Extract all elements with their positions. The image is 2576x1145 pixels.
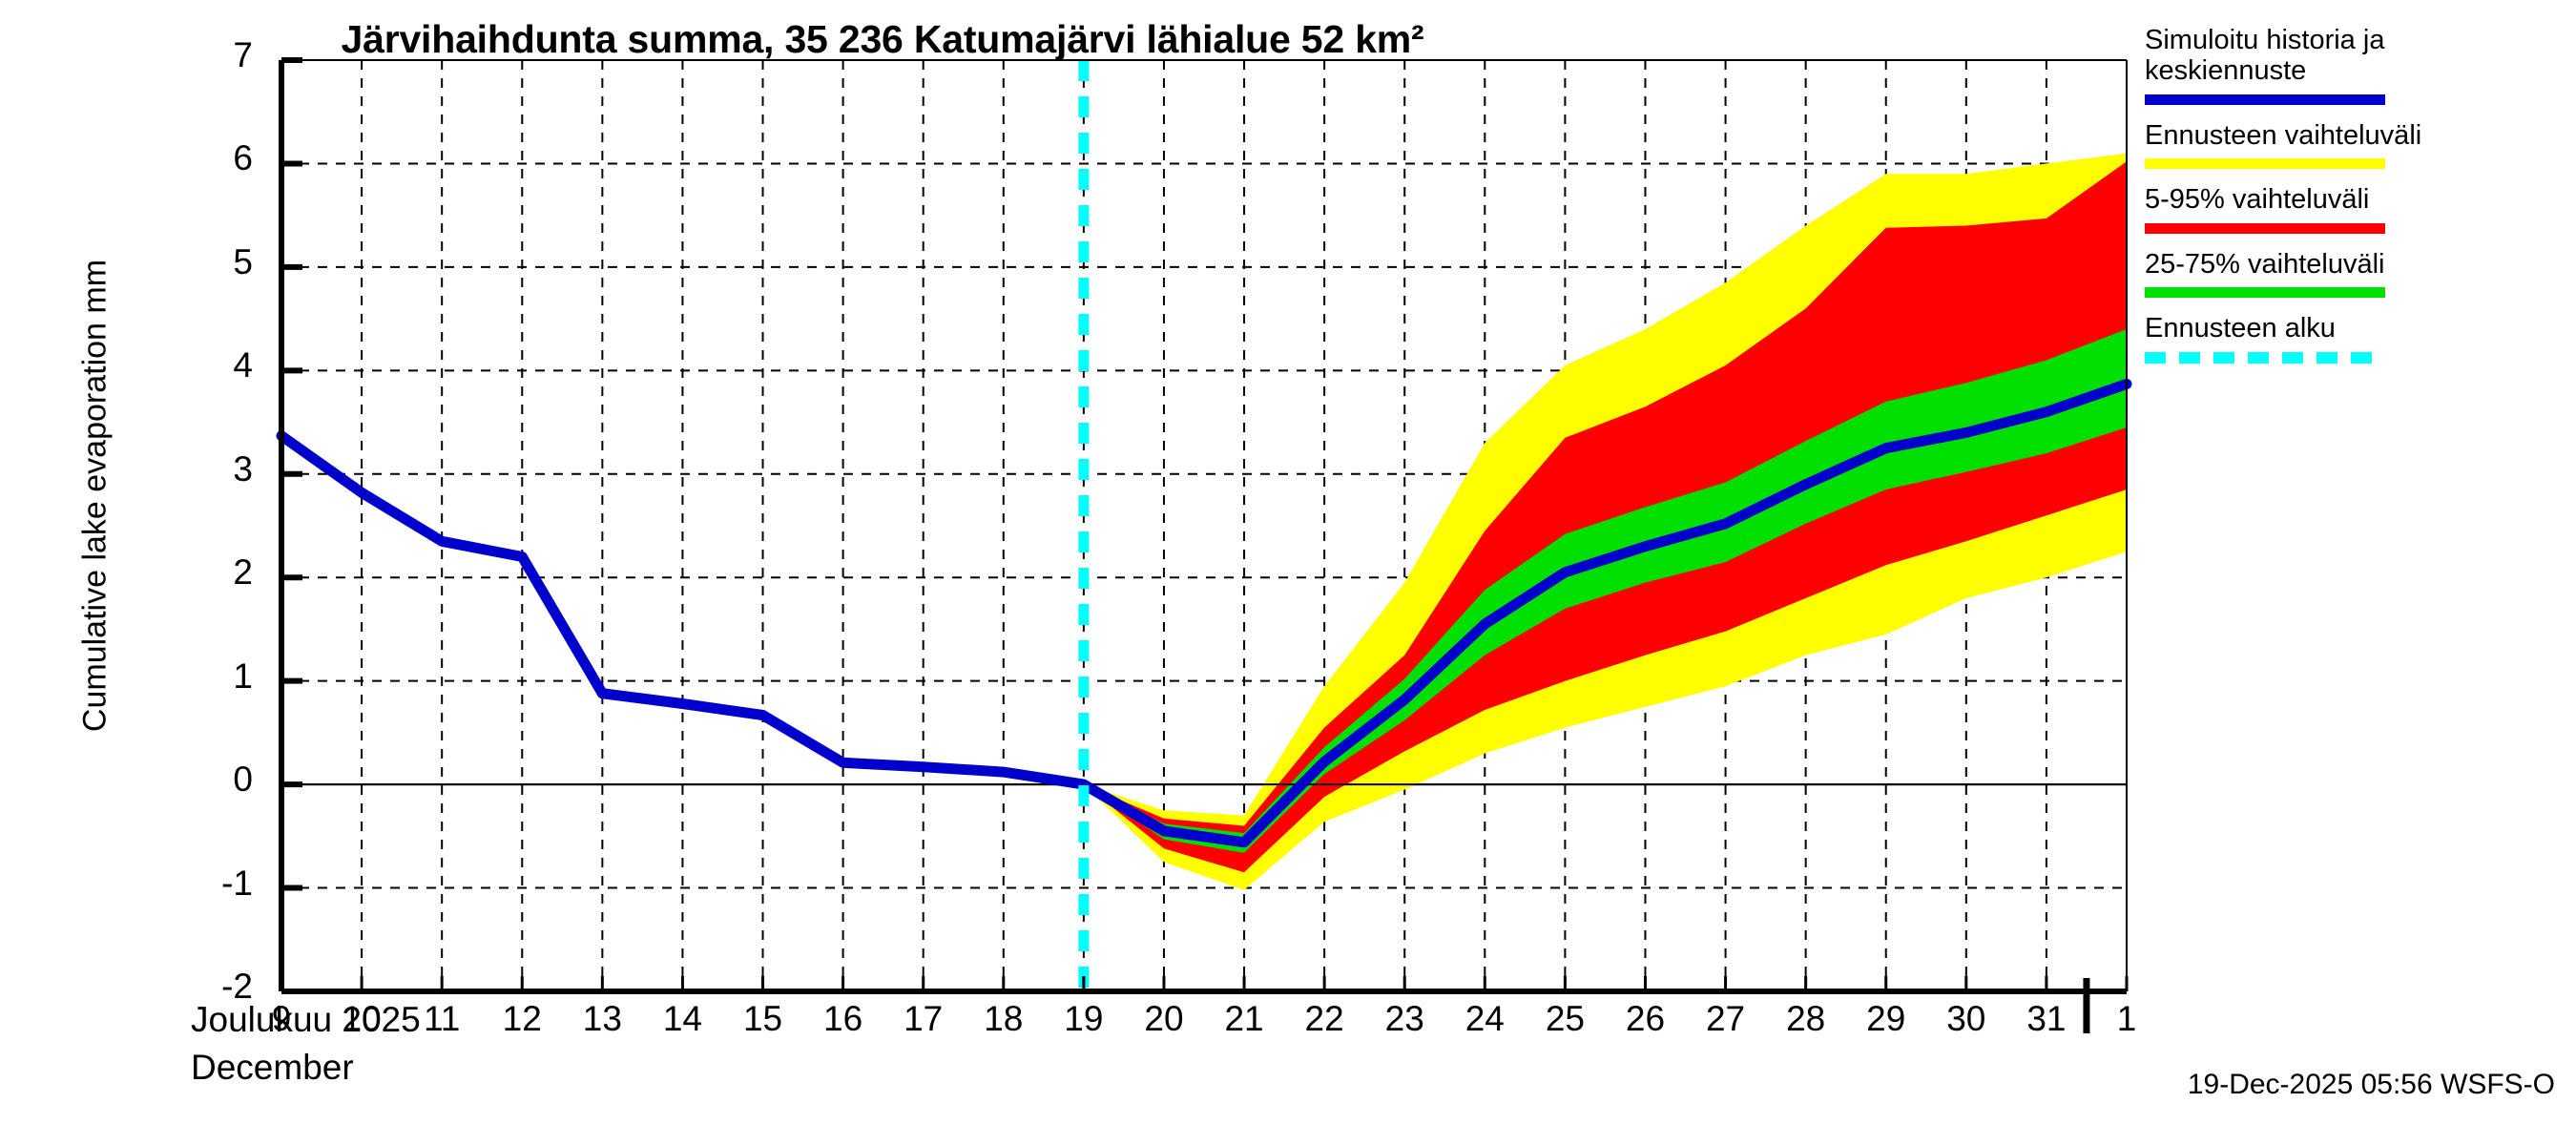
legend-item-forecast-range: Ennusteen vaihteluväli: [2145, 119, 2576, 170]
x-tick-label: 23: [1384, 999, 1424, 1038]
legend-swatch-forecast-range: [2145, 158, 2385, 170]
x-tick-label: 17: [904, 999, 944, 1038]
y-tick-label: -1: [221, 863, 253, 903]
x-tick-label: 26: [1625, 999, 1666, 1038]
legend-label-forecast-start: Ennusteen alku: [2145, 313, 2336, 344]
x-tick-label: 18: [984, 999, 1024, 1038]
x-tick-label: 20: [1144, 999, 1184, 1038]
x-tick-label: 31: [2026, 999, 2067, 1038]
x-tick-label: 25: [1545, 999, 1585, 1038]
y-tick-label: 5: [233, 241, 253, 281]
y-tick-label: 6: [233, 138, 253, 178]
x-tick-label: 28: [1786, 999, 1826, 1038]
legend-label-forecast-range: Ennusteen vaihteluväli: [2145, 119, 2422, 151]
x-tick-label: 12: [502, 999, 542, 1038]
y-tick-label: 0: [233, 760, 253, 800]
y-tick-label: 2: [233, 552, 253, 593]
legend-swatch-forecast-start: [2145, 351, 2385, 364]
chart-legend: Simuloitu historia ja keskiennuste Ennus…: [2145, 25, 2576, 379]
legend-label-5-95: 5-95% vaihteluväli: [2145, 184, 2370, 216]
x-tick-label: 1: [2116, 999, 2137, 1038]
y-tick-label: 1: [233, 656, 253, 696]
x-tick-label: 15: [742, 999, 783, 1038]
legend-item-forecast-start: Ennusteen alku: [2145, 313, 2576, 364]
legend-item-5-95: 5-95% vaihteluväli: [2145, 184, 2576, 234]
x-axis-month-label: Joulukuu 2025: [191, 1000, 421, 1039]
footer-timestamp: 19-Dec-2025 05:56 WSFS-O: [2187, 1069, 2555, 1100]
x-tick-label: 16: [823, 999, 863, 1038]
x-tick-label: 22: [1304, 999, 1344, 1038]
x-tick-label: 11: [423, 999, 461, 1038]
y-tick-label: 7: [233, 35, 253, 74]
x-tick-label: 9: [271, 999, 292, 1038]
y-tick-label: 4: [233, 345, 253, 385]
x-tick-label: 14: [662, 999, 702, 1038]
y-tick-label: 3: [233, 448, 253, 489]
x-tick-label: 30: [1946, 999, 1986, 1038]
legend-label-25-75: 25-75% vaihteluväli: [2145, 248, 2385, 280]
legend-label-history-line1: Simuloitu historia ja: [2145, 25, 2385, 55]
x-tick-label: 10: [342, 999, 382, 1038]
y-tick-label: -2: [221, 967, 253, 1006]
x-tick-label: 27: [1705, 999, 1746, 1038]
legend-swatch-5-95: [2145, 222, 2385, 234]
x-tick-label: 29: [1866, 999, 1906, 1038]
page-title: Järvihaihdunta summa, 35 236 Katumajärvi…: [341, 17, 1424, 61]
x-axis-month-label-secondary: December: [191, 1048, 354, 1087]
x-tick-label: 24: [1465, 999, 1505, 1038]
x-tick-label: 19: [1064, 999, 1104, 1038]
x-tick-label: 21: [1224, 999, 1264, 1038]
legend-swatch-25-75: [2145, 287, 2385, 299]
legend-item-25-75: 25-75% vaihteluväli: [2145, 248, 2576, 299]
legend-item-history: Simuloitu historia ja keskiennuste: [2145, 25, 2576, 105]
x-tick-label: 13: [582, 999, 622, 1038]
legend-swatch-history: [2145, 94, 2385, 105]
legend-label-history-line2: keskiennuste: [2145, 55, 2307, 87]
